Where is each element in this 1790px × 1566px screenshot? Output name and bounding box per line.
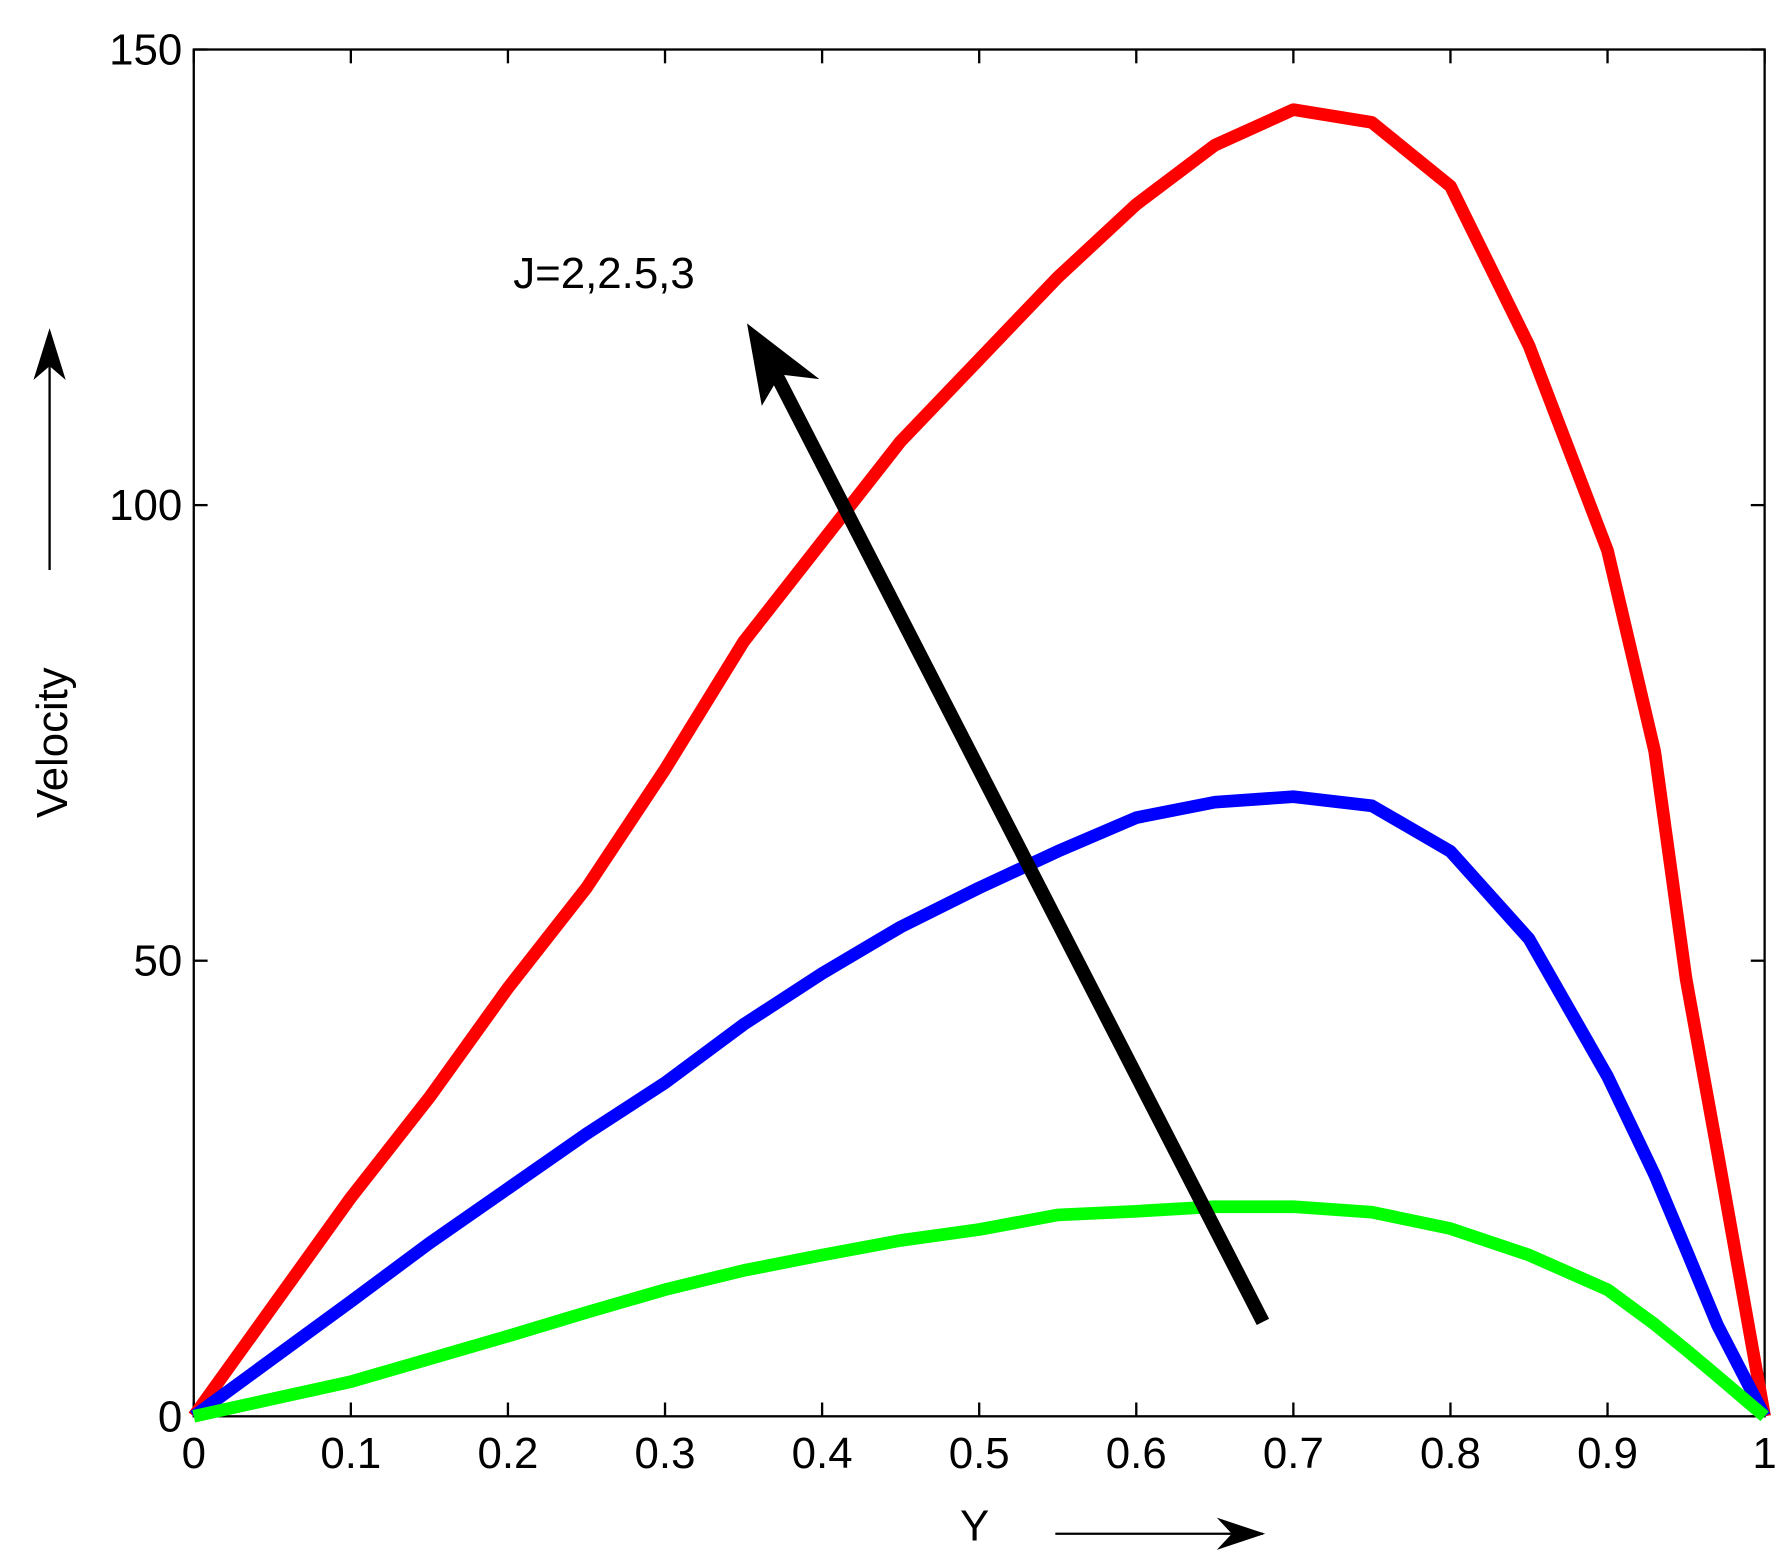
x-tick-label: 0.7	[1263, 1429, 1324, 1478]
x-tick-label: 0.2	[477, 1429, 538, 1478]
plot-frame	[192, 48, 1766, 1418]
series-line	[188, 103, 1771, 1420]
x-tick-label: 0.4	[792, 1429, 853, 1478]
series-line	[190, 790, 1771, 1422]
x-axis-arrowhead	[1216, 1517, 1266, 1550]
series-line	[192, 1200, 1769, 1423]
x-tick-label: 0.3	[635, 1429, 696, 1478]
x-tick-label: 0	[182, 1429, 206, 1478]
x-tick-label: 0.8	[1420, 1429, 1481, 1478]
x-tick-label: 0.6	[1106, 1429, 1167, 1478]
y-tick-label: 50	[133, 937, 182, 986]
x-tick-label: 0.9	[1577, 1429, 1638, 1478]
y-axis-label: Velocity	[28, 667, 77, 818]
x-tick-label: 0.1	[320, 1429, 381, 1478]
y-tick-label: 100	[109, 481, 182, 530]
y-tick-label: 150	[109, 26, 182, 75]
x-axis-label: Y	[960, 1502, 989, 1551]
annotation-arrowhead	[747, 323, 820, 406]
x-tick-label: 0.5	[949, 1429, 1010, 1478]
x-tick-label: 1	[1752, 1429, 1776, 1478]
y-tick-label: 0	[158, 1392, 182, 1441]
annotation: J=2,2.5,3	[513, 249, 695, 298]
y-axis-arrowhead	[33, 328, 66, 380]
annotation-arrow	[755, 342, 1270, 1326]
